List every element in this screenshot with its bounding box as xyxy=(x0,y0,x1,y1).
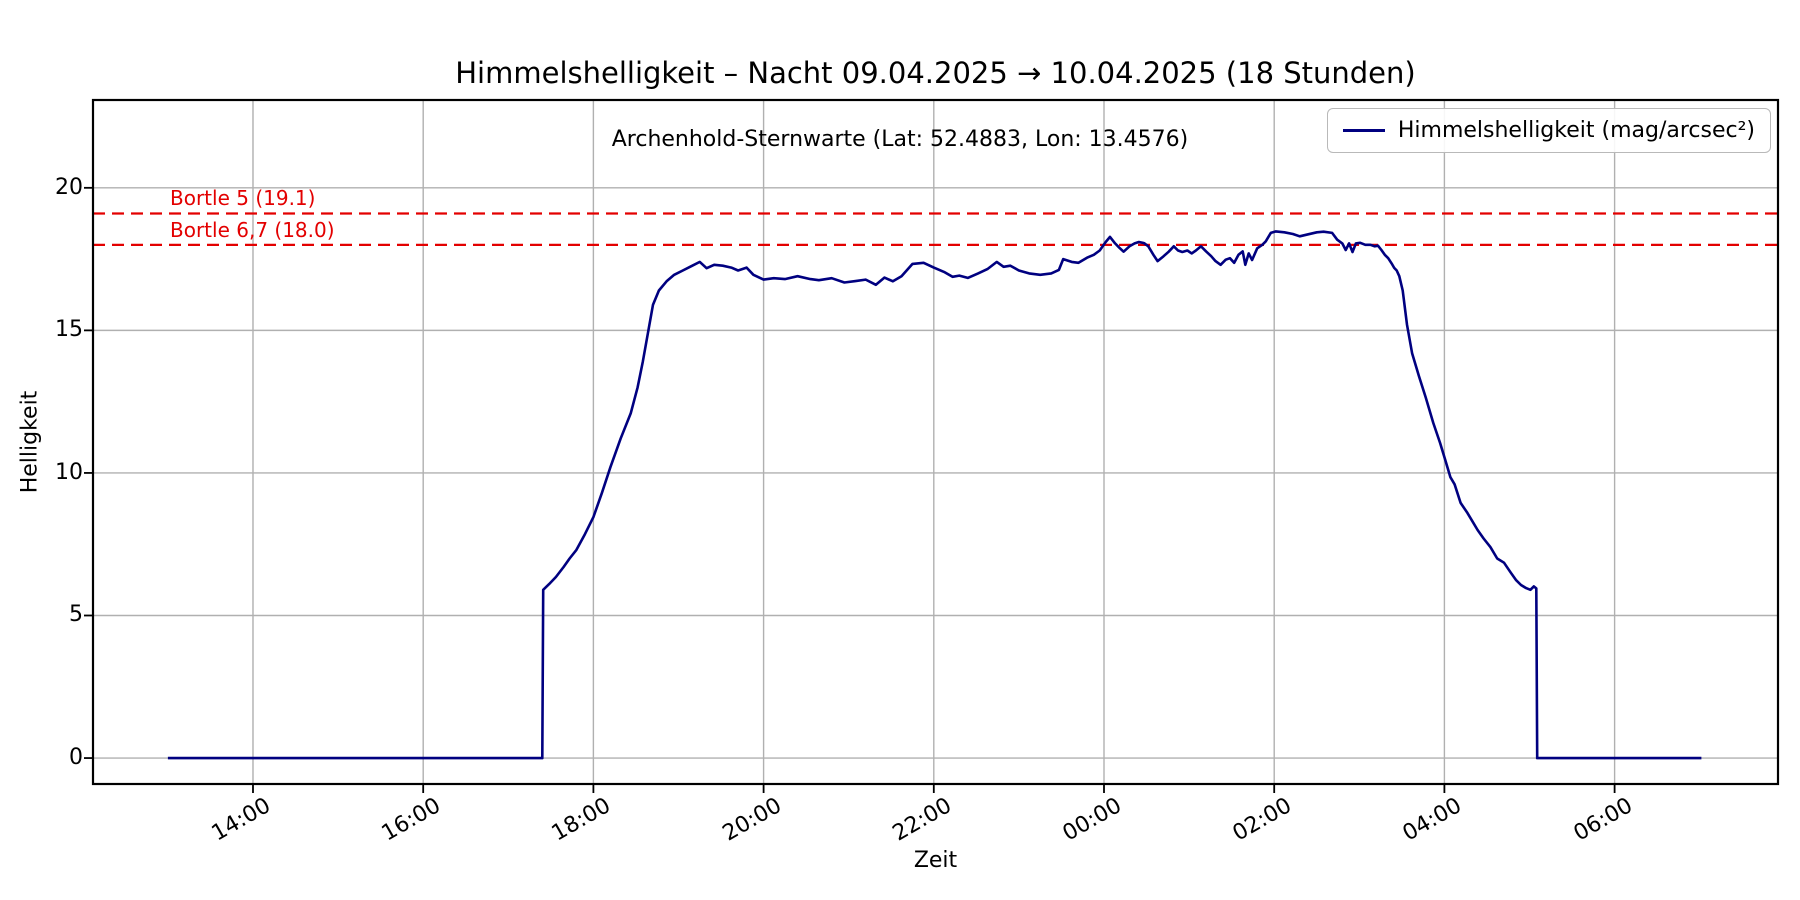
legend-line-sample xyxy=(1342,128,1385,133)
y-tick-label: 5 xyxy=(69,602,83,628)
bortle-5-annotation: Bortle 5 (19.1) xyxy=(170,186,316,211)
y-tick-label: 20 xyxy=(55,174,83,200)
plot-border xyxy=(91,98,1780,786)
brightness-series-line xyxy=(167,230,1702,760)
x-axis-label: Zeit xyxy=(913,848,958,873)
legend: Himmelshelligkeit (mag/arcsec²) xyxy=(1326,108,1771,153)
chart-subtitle: Archenhold-Sternwarte (Lat: 52.4883, Lon… xyxy=(611,127,1189,152)
legend-label: Himmelshelligkeit (mag/arcsec²) xyxy=(1397,118,1755,143)
y-tick-label: 10 xyxy=(55,459,83,485)
y-tick-label: 15 xyxy=(55,317,83,343)
chart-title: Himmelshelligkeit – Nacht 09.04.2025 → 1… xyxy=(455,56,1416,90)
y-tick-label: 0 xyxy=(69,745,83,771)
bortle-67-annotation: Bortle 6,7 (18.0) xyxy=(170,217,335,242)
